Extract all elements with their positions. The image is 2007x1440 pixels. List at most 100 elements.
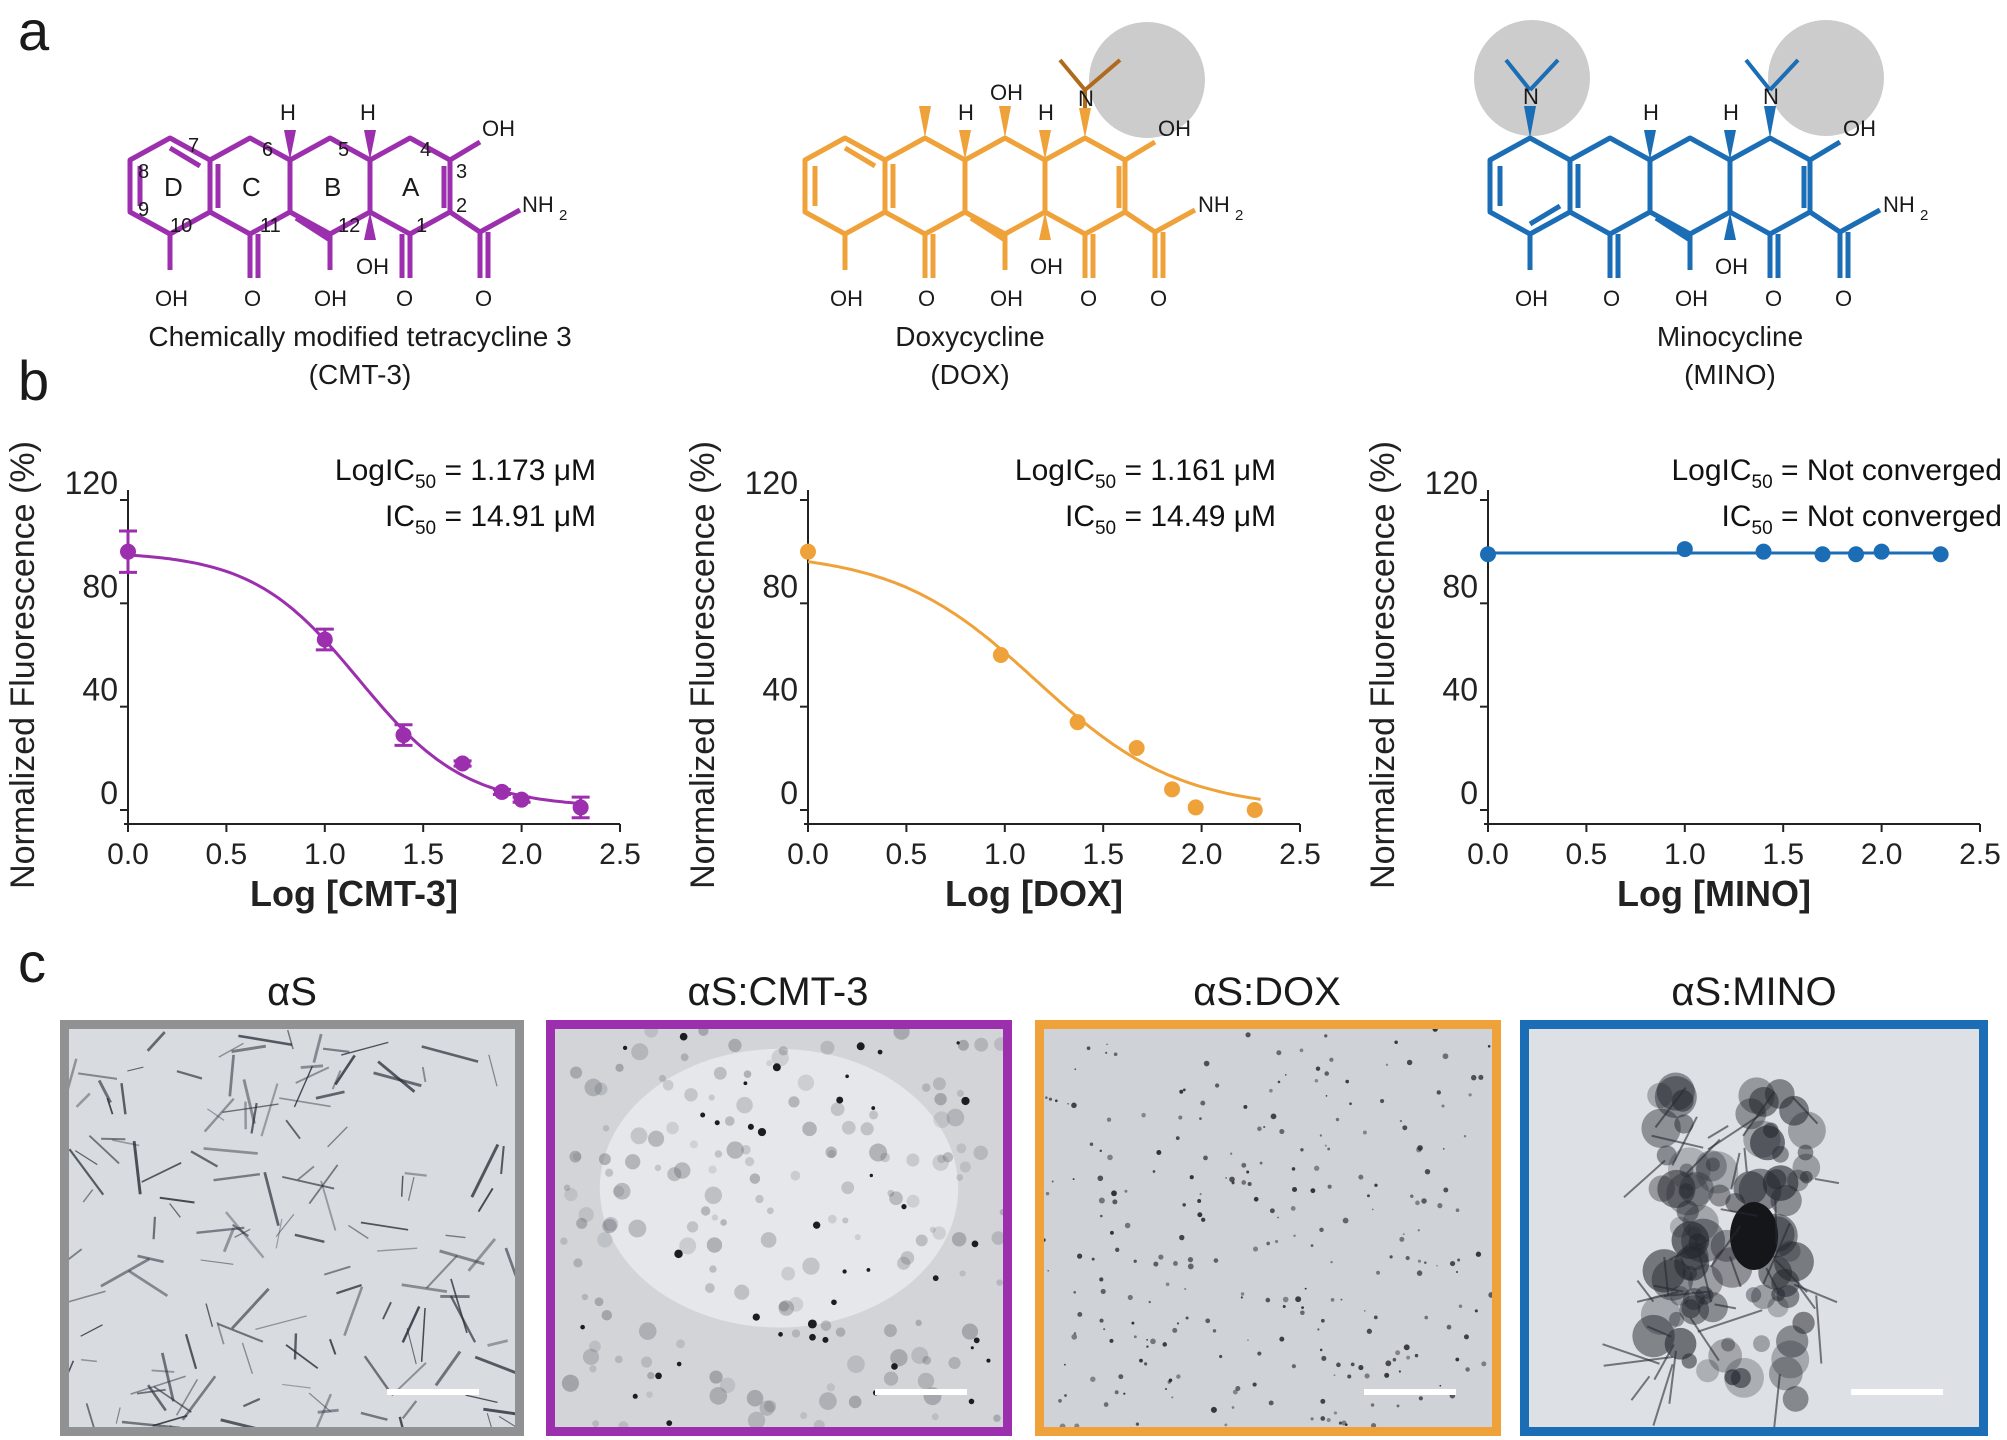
data-point [800, 543, 816, 560]
x-tick-label: 1.0 [984, 838, 1026, 871]
ring-label-d: D [164, 172, 183, 202]
h-label: H [1723, 100, 1739, 125]
x-tick-label: 2.0 [1861, 838, 1903, 871]
ring-label-c: C [242, 172, 261, 202]
o-label: O [918, 286, 935, 311]
y-tick-label: 80 [762, 568, 798, 604]
oh-label: OH [990, 80, 1023, 105]
oh-label: OH [1030, 254, 1063, 279]
data-point [454, 755, 471, 772]
nh2-label: NH [1198, 192, 1230, 217]
atom-number-12: 12 [338, 215, 360, 237]
ic50-annotation: LogIC50 = 1.161 μM [1015, 454, 1276, 493]
mino-structure: N N H H OH O OH OH O O OH NH 2 [1474, 20, 1928, 311]
tem-image-as-dox [1035, 1020, 1501, 1436]
panel-label-a: a [18, 0, 50, 62]
tem-title-as-cmt3: αS:CMT-3 [687, 970, 869, 1014]
x-axis-title: Log [CMT-3] [250, 873, 458, 914]
n-label: N [1763, 84, 1779, 109]
atom-number-11: 11 [260, 215, 281, 237]
y-tick-label: 40 [82, 672, 118, 708]
oh-label: OH [314, 286, 347, 311]
dox-caption: Doxycycline (DOX) [810, 318, 1130, 394]
y-tick-label: 40 [1442, 672, 1478, 708]
o-label: O [1080, 286, 1097, 311]
y-axis-title: Normalized Fluorescence (%) [684, 441, 722, 889]
x-tick-label: 0.0 [107, 838, 149, 871]
data-point [1814, 546, 1831, 563]
oh-label: OH [1158, 116, 1191, 141]
x-tick-label: 0.5 [206, 838, 248, 871]
data-point [1932, 546, 1949, 563]
y-tick-label: 0 [780, 775, 798, 811]
cmt3-caption: Chemically modified tetracycline 3 (CMT-… [100, 318, 620, 394]
o-label: O [1603, 286, 1620, 311]
ic50-annotation: LogIC50 = 1.173 μM [335, 454, 596, 493]
scale-bar [387, 1389, 479, 1395]
y-axis-title: Normalized Fluorescence (%) [4, 441, 42, 889]
oh-label: OH [482, 116, 515, 141]
n-label: N [1523, 84, 1539, 109]
o-label: O [1765, 286, 1782, 311]
data-point [1128, 740, 1145, 756]
data-point [1755, 543, 1772, 560]
oh-label: OH [1715, 254, 1748, 279]
data-point [1246, 802, 1263, 818]
x-tick-label: 2.5 [1279, 838, 1320, 871]
tem-title-as: αS [267, 970, 317, 1014]
data-point [1480, 546, 1496, 563]
data-point [395, 727, 412, 744]
o-label: O [1835, 286, 1852, 311]
data-point [1187, 799, 1204, 816]
cmt3-abbr: (CMT-3) [308, 359, 412, 390]
atom-number-2: 2 [456, 195, 467, 217]
n-label: N [1078, 86, 1094, 111]
o-label: O [244, 286, 261, 311]
y-tick-label: 120 [1425, 465, 1478, 501]
ic50-annotation: LogIC50 = Not converged [1671, 454, 2002, 493]
ic50-annotation: IC50 = 14.49 μM [1065, 500, 1276, 539]
atom-number-4: 4 [420, 139, 431, 161]
x-axis-title: Log [MINO] [1617, 873, 1811, 914]
h-label: H [1643, 100, 1659, 125]
fit-curve [127, 553, 581, 805]
atom-number-6: 6 [262, 139, 273, 161]
h-label: H [1038, 100, 1054, 125]
scale-bar [875, 1389, 967, 1395]
data-point [1848, 546, 1865, 563]
y-tick-label: 80 [1442, 568, 1478, 604]
oh-label: OH [356, 254, 389, 279]
ring-label-a: A [402, 172, 420, 202]
x-tick-label: 0.5 [1566, 838, 1608, 871]
oh-label: OH [990, 286, 1023, 311]
data-point [513, 791, 530, 808]
o-label: O [396, 286, 413, 311]
fit-curve [807, 560, 1261, 801]
data-point [992, 647, 1009, 663]
x-tick-label: 1.0 [1664, 838, 1706, 871]
nh2-subscript: 2 [1235, 207, 1243, 224]
o-label: O [475, 286, 492, 311]
data-point [572, 799, 589, 816]
h-label: H [360, 100, 376, 125]
oh-label: OH [155, 286, 188, 311]
oh-label: OH [1515, 286, 1548, 311]
x-tick-label: 1.0 [304, 838, 346, 871]
data-point [120, 543, 136, 560]
chart-dox: 0 40 80 120 0.0 0.5 1.0 1.5 2.0 2.5 Log [DOX] Norma… [684, 441, 1320, 914]
nh2-label: NH [1883, 192, 1915, 217]
x-tick-label: 1.5 [402, 838, 444, 871]
tem-image-as-mino [1520, 1020, 1988, 1436]
atom-number-8: 8 [138, 161, 149, 183]
x-tick-label: 0.0 [1467, 838, 1509, 871]
mino-name: Minocycline [1656, 321, 1804, 352]
atom-number-10: 10 [170, 215, 192, 237]
mino-caption: Minocycline (MINO) [1580, 318, 1880, 394]
x-tick-label: 2.0 [501, 838, 543, 871]
x-tick-label: 0.0 [787, 838, 829, 871]
cmt3-structure: 7 8 9 10 6 11 5 12 4 3 2 1 D C B A H H O… [127, 100, 567, 311]
y-tick-label: 0 [1460, 775, 1478, 811]
x-axis-title: Log [DOX] [945, 873, 1123, 914]
nh2-label: NH [522, 192, 554, 217]
oh-label: OH [1843, 116, 1876, 141]
